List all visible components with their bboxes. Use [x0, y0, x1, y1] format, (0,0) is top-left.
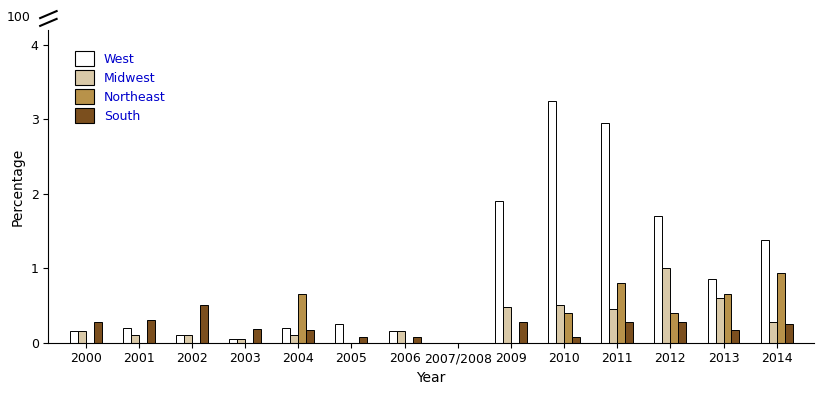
Text: 100: 100	[7, 11, 31, 24]
Bar	[200, 305, 208, 343]
Bar	[299, 294, 306, 343]
Bar	[548, 101, 556, 343]
Bar	[732, 330, 739, 343]
Bar	[678, 322, 686, 343]
Bar	[397, 331, 404, 343]
Bar	[123, 328, 131, 343]
Bar	[724, 294, 732, 343]
Bar	[306, 330, 314, 343]
Bar	[671, 313, 678, 343]
Bar	[761, 240, 769, 343]
Bar	[78, 331, 86, 343]
Bar	[519, 322, 527, 343]
Bar	[769, 322, 776, 343]
Bar	[601, 123, 609, 343]
Bar	[389, 331, 397, 343]
Bar	[69, 331, 78, 343]
Bar	[609, 309, 617, 343]
Bar	[556, 305, 564, 343]
Bar	[176, 335, 184, 343]
Bar	[336, 324, 343, 343]
Bar	[654, 216, 662, 343]
Bar	[776, 273, 785, 343]
Bar	[282, 328, 290, 343]
Bar	[617, 283, 625, 343]
Bar	[495, 201, 503, 343]
Bar	[237, 339, 245, 343]
X-axis label: Year: Year	[417, 371, 446, 385]
Bar	[290, 335, 299, 343]
Bar	[253, 329, 261, 343]
Bar	[503, 307, 511, 343]
Bar	[360, 337, 367, 343]
Bar	[715, 298, 724, 343]
Bar	[708, 280, 715, 343]
Legend: West, Midwest, Northeast, South: West, Midwest, Northeast, South	[70, 46, 171, 128]
Y-axis label: Percentage: Percentage	[11, 147, 25, 226]
Bar	[662, 268, 671, 343]
Bar	[412, 337, 421, 343]
Bar	[572, 337, 580, 343]
Bar	[147, 320, 155, 343]
Bar	[229, 339, 237, 343]
Bar	[131, 335, 139, 343]
Bar	[93, 322, 101, 343]
Bar	[564, 313, 572, 343]
Bar	[184, 335, 192, 343]
Bar	[785, 324, 793, 343]
Bar	[625, 322, 633, 343]
